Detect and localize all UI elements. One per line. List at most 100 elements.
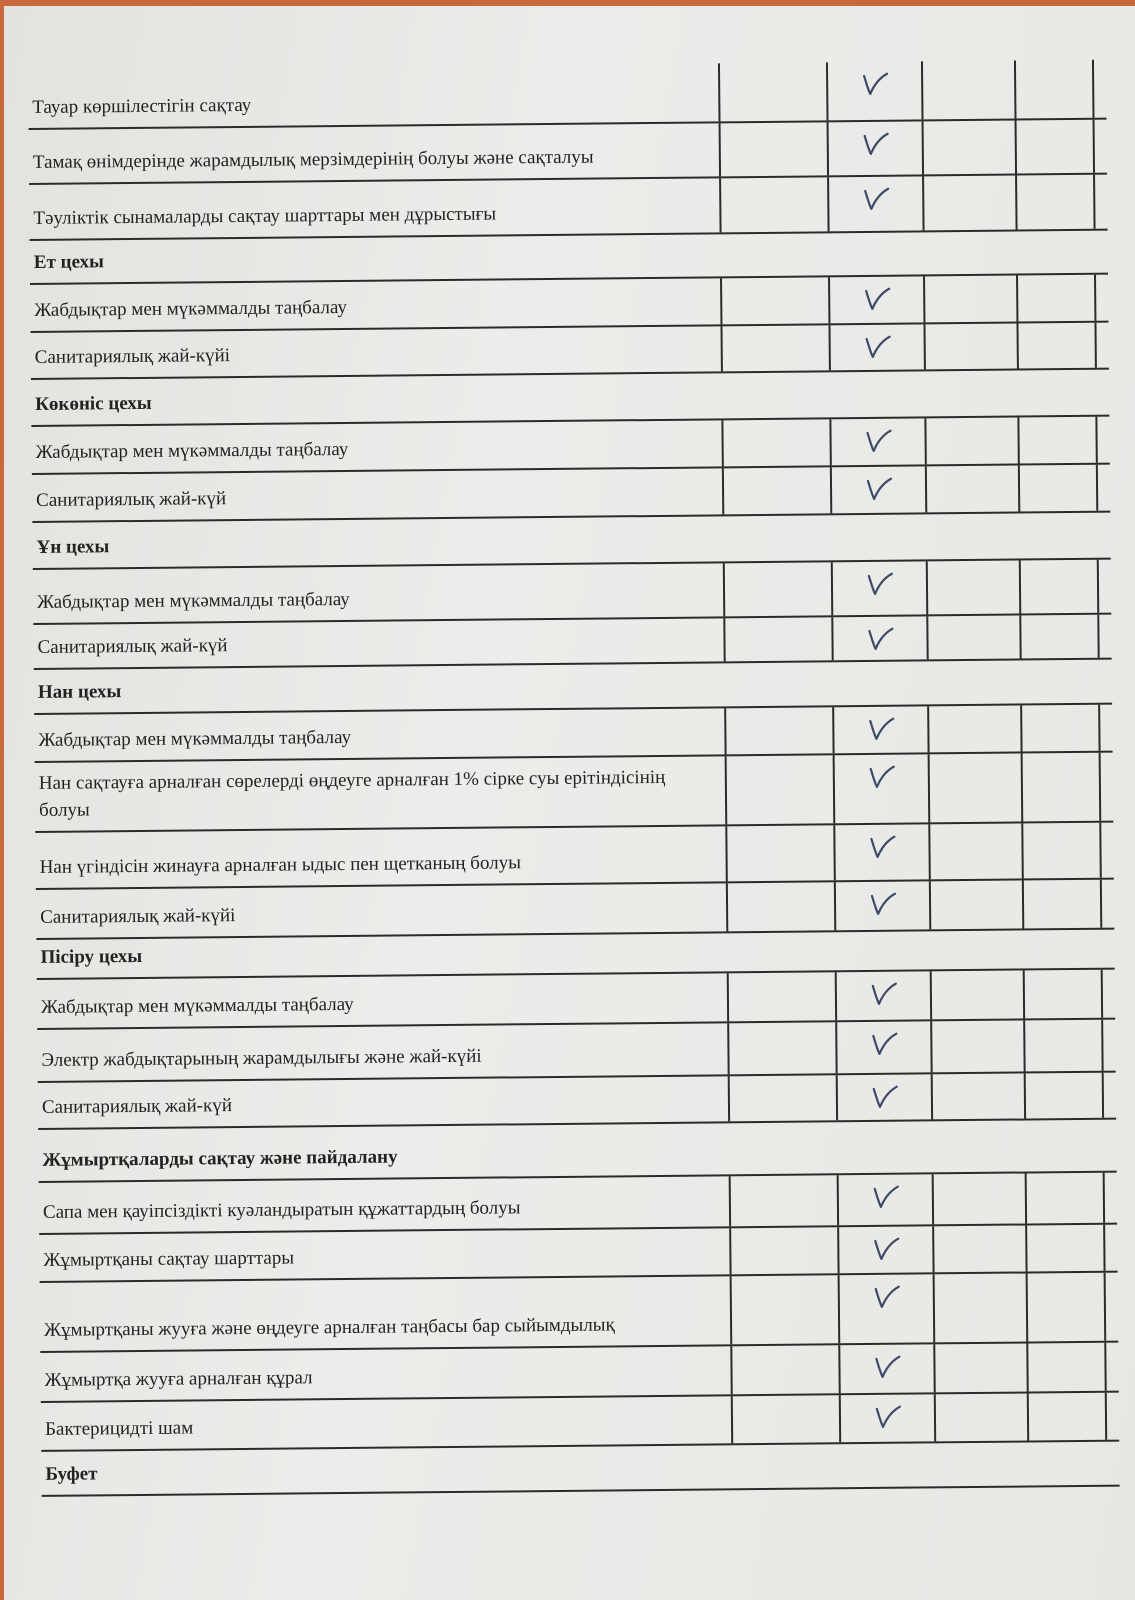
table-row: Нан үгіндісін жинауға арналған ыдыс пен … — [35, 822, 1114, 890]
table-cell-col-5[interactable] — [1026, 1342, 1107, 1392]
table-cell-col-2[interactable] — [725, 882, 835, 932]
table-cell-col-4[interactable] — [924, 465, 1019, 513]
table-row: Тәуліктік сынамаларды сақтау шарттары ме… — [29, 174, 1108, 241]
table-cell-col-5[interactable] — [1022, 969, 1104, 1019]
table-cell-col-3[interactable] — [831, 616, 927, 661]
table-cell-col-4[interactable] — [927, 705, 1021, 753]
table-cell-col-5[interactable] — [1016, 274, 1097, 322]
table-cell-col-2[interactable] — [724, 755, 834, 825]
table-cell-col-3[interactable] — [829, 466, 926, 514]
table-cell-col-3[interactable] — [838, 1344, 934, 1394]
table-cell-col-3[interactable] — [832, 754, 929, 824]
table-cell-col-5[interactable] — [1025, 1224, 1106, 1272]
table-cell-col-3[interactable] — [836, 1174, 933, 1226]
table-row: Жабдықтар мен мүкәммалды таңбалау — [30, 274, 1109, 333]
table-cell-col-4[interactable] — [933, 1393, 1028, 1442]
table-cell-col-4[interactable] — [929, 970, 1024, 1020]
table-cell-col-2[interactable] — [718, 122, 828, 177]
table-cell-col-3[interactable] — [837, 1226, 933, 1274]
table-cell-col-3[interactable] — [829, 418, 925, 466]
table-cell-col-2[interactable] — [721, 419, 830, 467]
table-cell-col-5[interactable] — [1021, 822, 1102, 879]
item-label: Жұмыртқа жууға арналған құрал — [44, 1367, 313, 1392]
table-cell-col-4[interactable] — [923, 323, 1017, 370]
item-label: Санитариялық жай-күйі — [34, 345, 231, 369]
table-cell-col-4[interactable] — [932, 1273, 1027, 1343]
table-cell-col-2[interactable] — [730, 1395, 840, 1444]
table-cell-col-2[interactable] — [729, 1227, 838, 1275]
table-cell-col-3[interactable] — [828, 324, 924, 371]
table-cell-col-2[interactable] — [729, 1275, 839, 1345]
table-cell-col-4[interactable] — [927, 753, 1022, 823]
table-cell-col-3[interactable] — [835, 1021, 931, 1074]
table-cell-col-5[interactable] — [1025, 1272, 1107, 1342]
table-cell-col-2[interactable] — [720, 277, 829, 325]
table-cell-col-5[interactable] — [1016, 322, 1097, 369]
table-cell-col-2[interactable] — [719, 177, 828, 233]
table-cell-col-4[interactable] — [920, 60, 1015, 120]
table-cell-col-4[interactable] — [932, 1225, 1026, 1273]
table-cell-col-5[interactable] — [1024, 1172, 1106, 1224]
table-cell-col-3[interactable] — [838, 1394, 935, 1443]
table-cell-col-4[interactable] — [931, 1173, 1026, 1225]
table-cell-col-2[interactable] — [721, 467, 831, 515]
table-cell-col-2[interactable] — [726, 972, 836, 1022]
table-cell-col-3[interactable] — [830, 561, 927, 616]
checkmark-icon — [875, 1405, 901, 1428]
table-cell-col-5[interactable] — [1013, 59, 1095, 119]
table-cell-col-5[interactable] — [1026, 1392, 1108, 1441]
table-cell-col-2[interactable] — [723, 617, 832, 662]
table-cell-col-3[interactable] — [825, 61, 922, 121]
table-cell-col-5[interactable] — [1015, 174, 1096, 230]
table-cell-col-3[interactable] — [835, 1074, 932, 1121]
table-cell-col-3[interactable] — [827, 176, 923, 232]
table-cell-col-5[interactable] — [1020, 704, 1101, 752]
table-cell-col-3[interactable] — [832, 706, 928, 754]
table-cell-col-2[interactable] — [724, 707, 833, 755]
checkmark-icon — [872, 1085, 898, 1108]
table-cell-col-5[interactable] — [1021, 879, 1103, 929]
item-label: Жабдықтар мен мүкәммалды таңбалау — [34, 297, 348, 322]
table-cell-col-5[interactable] — [1023, 1019, 1104, 1072]
table-cell-col-5[interactable] — [1017, 464, 1099, 512]
table-cell-col-2[interactable] — [722, 562, 832, 617]
table-cell-col-5[interactable] — [1014, 119, 1096, 174]
table-cell-col-2[interactable] — [717, 62, 827, 122]
table-cell-col-5[interactable] — [1023, 1072, 1105, 1119]
table-cell-col-4[interactable] — [928, 880, 1023, 930]
table-row: Электр жабдықтарының жарамдылығы және жа… — [37, 1019, 1116, 1083]
item-label: Жабдықтар мен мүкәммалды таңбалау — [40, 994, 354, 1019]
table-cell-col-3[interactable] — [833, 824, 929, 881]
table-cell-col-4[interactable] — [925, 560, 1020, 615]
item-label: Тәуліктік сынамаларды сақтау шарттары ме… — [33, 203, 497, 230]
table-cell-col-5[interactable] — [1017, 416, 1098, 464]
table-cell-col-4[interactable] — [924, 417, 1018, 465]
table-cell-col-3[interactable] — [833, 881, 930, 931]
table-cell-col-3[interactable] — [828, 276, 924, 324]
table-cell-col-5[interactable] — [1020, 752, 1102, 822]
table-cell-col-2[interactable] — [728, 1175, 838, 1227]
table-cell-col-2[interactable] — [727, 1022, 836, 1075]
table-cell-col-2[interactable] — [727, 1075, 837, 1122]
table-cell-col-2[interactable] — [730, 1345, 839, 1395]
table-cell-col-4[interactable] — [923, 275, 1017, 323]
table-cell-col-2[interactable] — [720, 325, 829, 372]
table-cell-col-3[interactable] — [837, 1274, 934, 1344]
checkmark-icon — [873, 1185, 899, 1208]
table-cell-col-4[interactable] — [926, 615, 1020, 660]
table-cell-col-3[interactable] — [826, 121, 923, 176]
table-cell-col-4[interactable] — [922, 175, 1016, 231]
table-cell-col-2[interactable] — [725, 825, 834, 882]
table-cell-col-4[interactable] — [928, 823, 1022, 880]
table-cell-col-3[interactable] — [834, 971, 931, 1021]
table-row: Санитариялық жай-күйі — [30, 322, 1109, 380]
checkmark-icon — [864, 187, 890, 211]
table-cell-col-5[interactable] — [1019, 614, 1100, 659]
table-cell-col-5[interactable] — [1018, 559, 1100, 614]
table-cell-col-4[interactable] — [930, 1073, 1025, 1120]
table-cell-col-4[interactable] — [930, 1020, 1024, 1073]
checkmark-icon — [870, 892, 897, 915]
table-cell-col-4[interactable] — [933, 1343, 1027, 1393]
item-label: Жабдықтар мен мүкәммалды таңбалау — [37, 589, 350, 614]
table-cell-col-4[interactable] — [921, 120, 1016, 175]
